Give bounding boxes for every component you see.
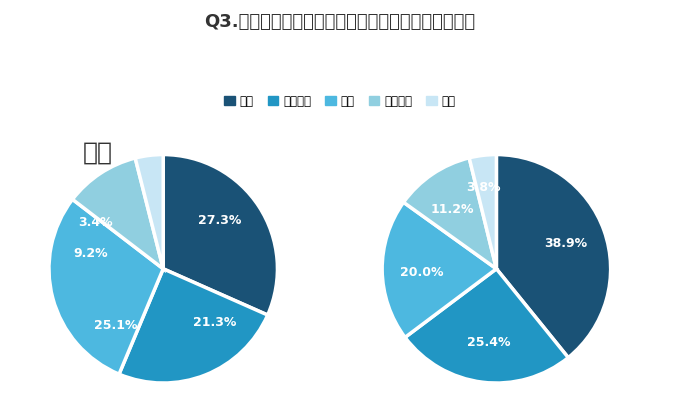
Text: 25.4%: 25.4% xyxy=(467,336,511,349)
Wedge shape xyxy=(403,158,496,269)
Text: 20.0%: 20.0% xyxy=(401,265,444,278)
Text: 11.2%: 11.2% xyxy=(430,202,474,215)
Wedge shape xyxy=(135,155,163,269)
Wedge shape xyxy=(49,200,163,374)
Wedge shape xyxy=(73,158,163,269)
Text: 3.8%: 3.8% xyxy=(466,181,500,194)
Text: 25.1%: 25.1% xyxy=(94,319,137,332)
Text: 9.2%: 9.2% xyxy=(73,247,108,260)
Wedge shape xyxy=(382,202,496,337)
Text: 27.3%: 27.3% xyxy=(198,214,241,227)
Wedge shape xyxy=(469,155,496,269)
Text: 3.4%: 3.4% xyxy=(78,215,113,228)
Wedge shape xyxy=(163,155,277,315)
Text: 38.9%: 38.9% xyxy=(545,237,588,250)
Legend: 満足, まぁ満足, 普通, やや不満, 不満: 満足, まぁ満足, 普通, やや不満, 不満 xyxy=(220,90,460,112)
Wedge shape xyxy=(119,269,268,383)
Text: 21.3%: 21.3% xyxy=(192,316,236,329)
Text: バス: バス xyxy=(82,140,112,164)
Wedge shape xyxy=(405,269,568,383)
Wedge shape xyxy=(496,155,611,357)
Text: Q3.利用した施設の「旅行代金に対する満足度」は？: Q3.利用した施設の「旅行代金に対する満足度」は？ xyxy=(205,13,475,31)
